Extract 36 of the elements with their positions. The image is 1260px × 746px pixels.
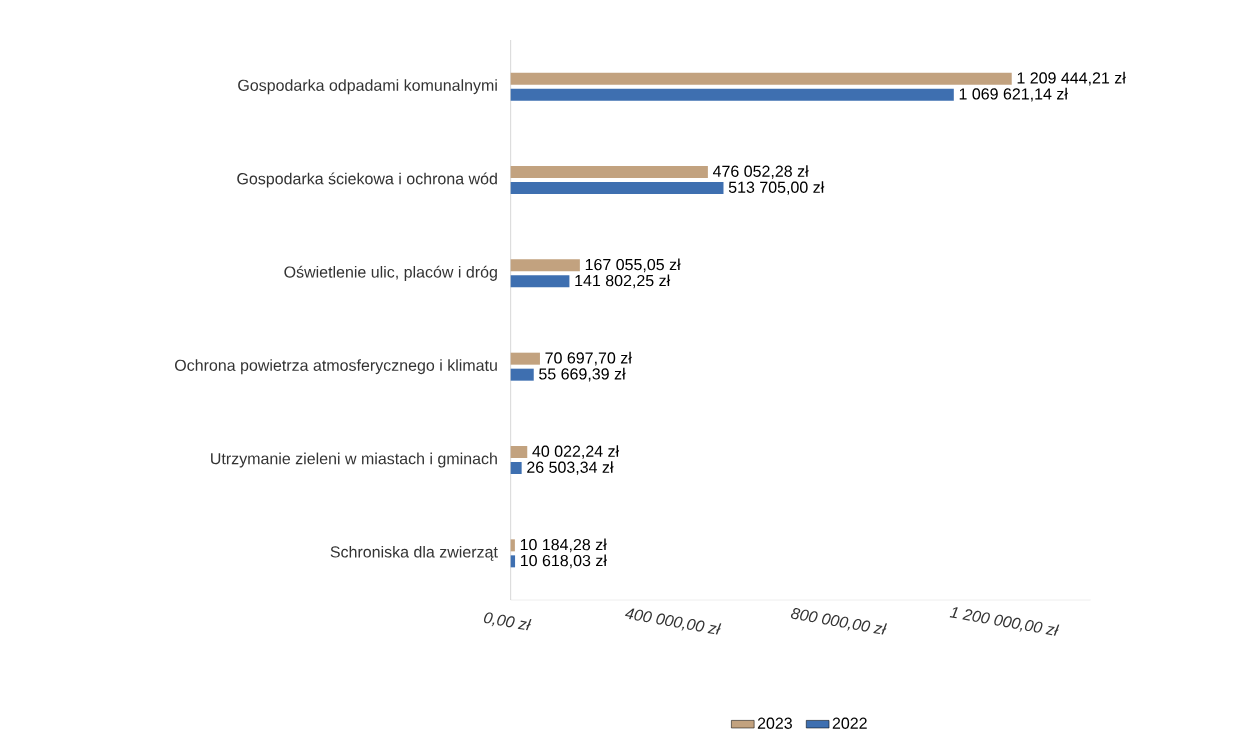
- x-tick-label: 400 000,00 zł: [624, 608, 722, 635]
- data-label: 26 503,34 zł: [527, 461, 614, 475]
- data-label: 141 802,25 zł: [575, 274, 671, 289]
- bar: [510, 462, 522, 475]
- y-tick-label: Utrzymanie zieleni w miastach i gminach: [211, 452, 497, 468]
- data-label: 1 069 621,14 zł: [959, 87, 1068, 102]
- bar: [510, 555, 516, 568]
- data-label: 10 184,28 zł: [520, 538, 607, 553]
- bar: [510, 259, 580, 272]
- bar: [510, 182, 724, 195]
- bar: [510, 166, 708, 178]
- data-label: 40 022,24 zł: [532, 445, 620, 459]
- bar: [510, 446, 528, 459]
- legend-label: 2022: [832, 717, 867, 729]
- bar: [510, 275, 570, 288]
- x-tick-label: 1 200 000,00 zł: [949, 607, 1060, 636]
- y-tick-label: Gospodarka ściekowa i ochrona wód: [237, 172, 497, 188]
- y-tick-label: Oświetlenie ulic, placów i dróg: [284, 265, 497, 281]
- bar: [510, 88, 954, 101]
- data-label: 167 055,05 zł: [585, 258, 681, 273]
- y-tick-label: Schroniska dla zwierząt: [330, 545, 498, 561]
- bar: [510, 72, 1012, 85]
- data-label: 476 052,28 zł: [712, 165, 809, 179]
- data-label: 513 705,00 zł: [728, 181, 825, 195]
- bar: [510, 352, 540, 365]
- bar: [510, 539, 515, 552]
- bar: [510, 368, 534, 381]
- data-label: 55 669,39 zł: [539, 367, 626, 382]
- data-label: 10 618,03 zł: [520, 554, 607, 569]
- y-tick-label: Ochrona powietrza atmosferycznego i klimatu: [175, 359, 497, 375]
- data-label: 1 209 444,21 zł: [1017, 71, 1126, 86]
- legend-label: 2023: [757, 717, 792, 729]
- x-tick-label: 0,00 zł: [483, 612, 532, 631]
- y-tick-label: Gospodarka odpadami komunalnymi: [238, 79, 497, 95]
- data-label: 70 697,70 zł: [545, 351, 632, 366]
- x-tick-label: 800 000,00 zł: [790, 608, 888, 635]
